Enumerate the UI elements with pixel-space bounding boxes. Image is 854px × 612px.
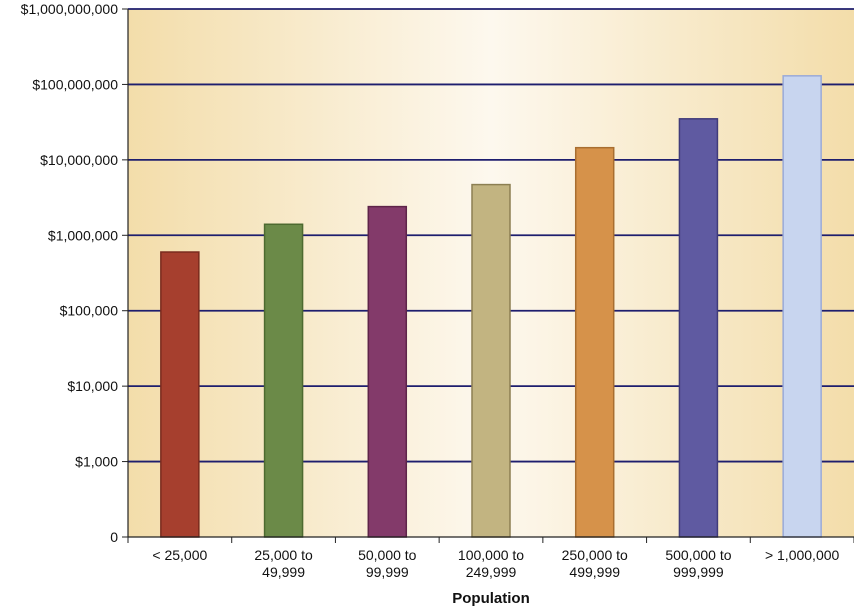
y-tick-label: 0 <box>110 529 118 545</box>
x-tick-label: 500,000 to 999,999 <box>665 547 731 580</box>
x-tick-label: 50,000 to 99,999 <box>358 547 417 580</box>
x-axis-title: Population <box>452 590 530 607</box>
y-tick-label: $10,000 <box>67 378 118 394</box>
bar <box>471 183 511 538</box>
bar <box>678 118 719 538</box>
bar <box>367 205 408 538</box>
x-tick-label: 25,000 to 49,999 <box>254 547 313 580</box>
y-tick-label: $1,000 <box>75 454 118 470</box>
x-tick-label: > 1,000,000 <box>765 547 840 563</box>
bar <box>574 146 615 538</box>
x-tick-label: 250,000 to 499,999 <box>562 547 628 580</box>
y-tick-label: $100,000,000 <box>32 76 118 92</box>
bar <box>782 75 822 538</box>
bar <box>263 223 304 538</box>
y-tick-label: $1,000,000,000 <box>21 1 119 17</box>
x-tick-label: 100,000 to 249,999 <box>458 547 524 580</box>
y-tick-label: $1,000,000 <box>48 227 118 243</box>
y-tick-label: $10,000,000 <box>40 152 118 168</box>
y-tick-label: $100,000 <box>60 303 119 319</box>
x-tick-label: < 25,000 <box>152 547 207 563</box>
bar <box>160 251 200 538</box>
